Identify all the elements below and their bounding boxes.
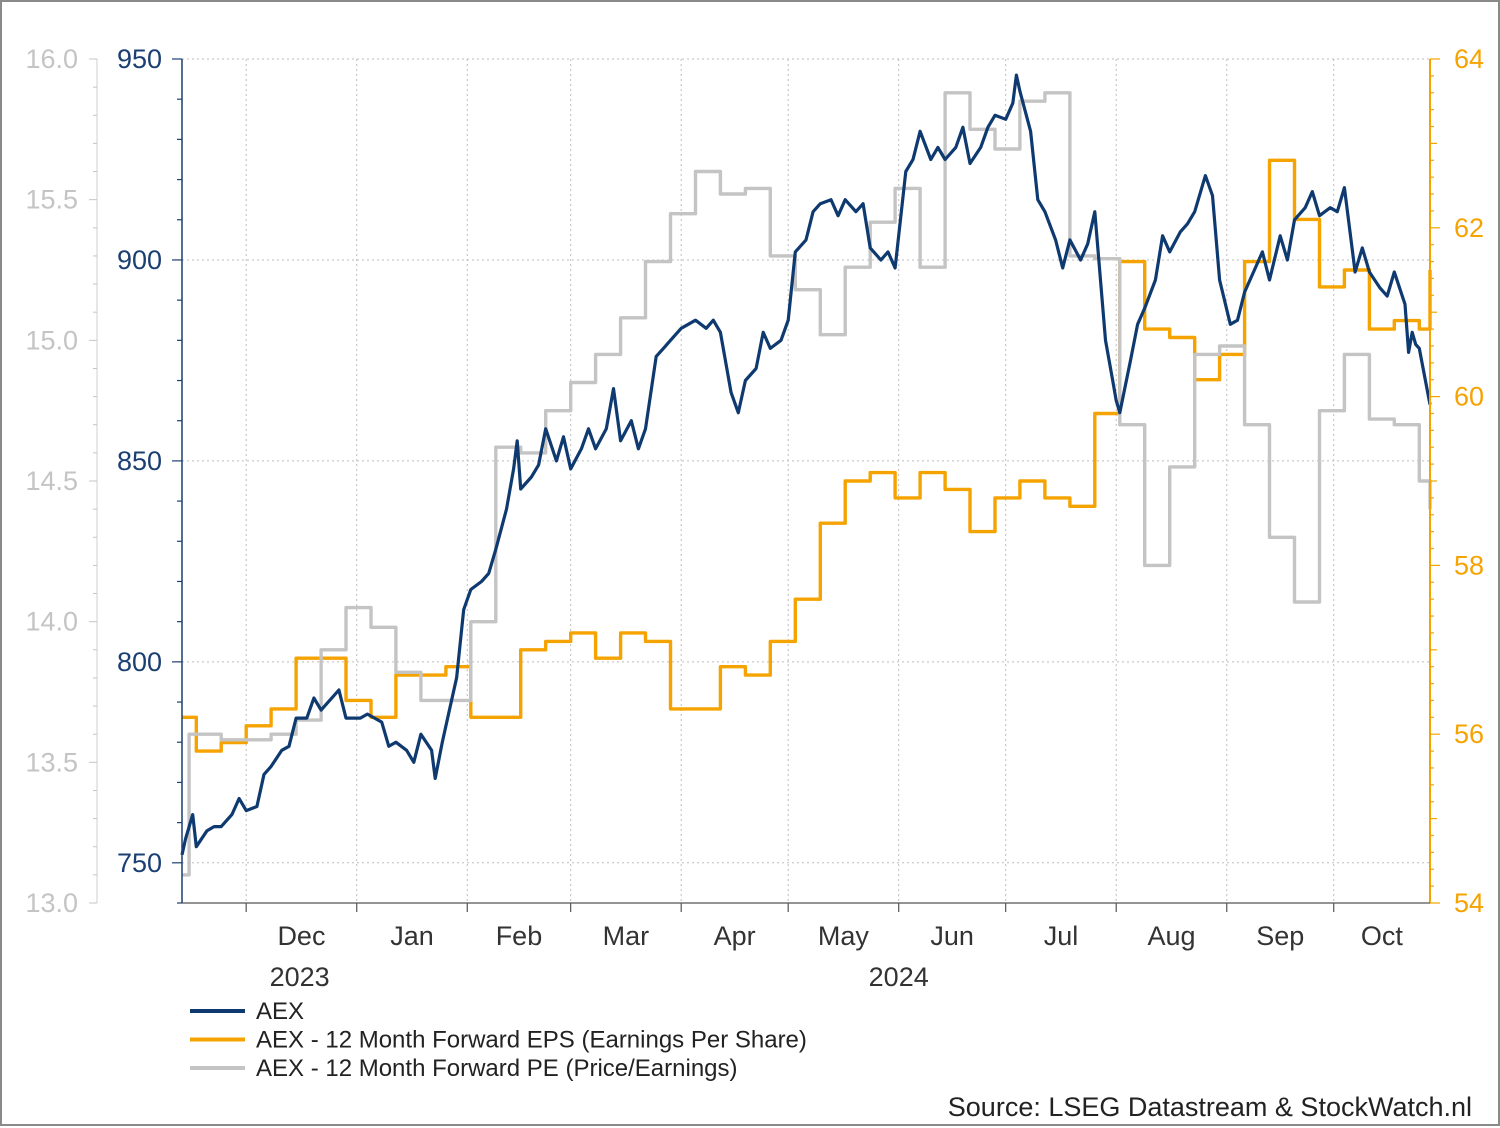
pe-tick-label: 16.0: [25, 44, 78, 74]
x-year-label: 2024: [869, 962, 929, 992]
aex-tick-label: 750: [117, 848, 162, 878]
x-month-label: Aug: [1147, 921, 1195, 951]
series-line-forward-eps: [182, 158, 1432, 753]
pe-tick-label: 13.5: [25, 747, 78, 777]
pe-tick-label: 14.0: [25, 607, 78, 637]
legend-label: AEX - 12 Month Forward EPS (Earnings Per…: [256, 1027, 807, 1054]
eps-tick-label: 62: [1454, 213, 1484, 243]
x-month-label: Mar: [603, 921, 650, 951]
eps-tick-label: 58: [1454, 550, 1484, 580]
x-year-label: 2023: [270, 962, 330, 992]
eps-tick-label: 60: [1454, 382, 1484, 412]
pe-tick-label: 14.5: [25, 466, 78, 496]
eps-tick-label: 64: [1454, 44, 1484, 74]
series-line-forward-pe: [182, 91, 1432, 877]
x-month-label: Sep: [1256, 921, 1304, 951]
x-month-label: Feb: [496, 921, 543, 951]
aex-tick-label: 850: [117, 446, 162, 476]
pe-tick-label: 15.0: [25, 325, 78, 355]
eps-tick-label: 54: [1454, 888, 1484, 918]
axes: 750 800 850 900 950 13.0 13.5 14.0 14.5 15.0 15.5 1…: [25, 44, 1484, 992]
eps-tick-label: 56: [1454, 719, 1484, 749]
x-month-label: Oct: [1361, 921, 1404, 951]
series-line-aex: [180, 73, 1432, 856]
x-month-label: Jan: [390, 921, 434, 951]
legend-label: AEX - 12 Month Forward PE (Price/Earning…: [256, 1055, 738, 1082]
x-month-label: Jul: [1044, 921, 1079, 951]
legend-label: AEX: [256, 998, 304, 1025]
x-month-label: Apr: [714, 921, 756, 951]
aex-tick-label: 950: [117, 44, 162, 74]
series-lines: [180, 73, 1432, 877]
aex-tick-label: 800: [117, 647, 162, 677]
aex-tick-label: 900: [117, 245, 162, 275]
gridlines: [182, 58, 1430, 903]
x-month-label: Dec: [277, 921, 325, 951]
pe-tick-label: 15.5: [25, 185, 78, 215]
x-month-label: Jun: [930, 921, 974, 951]
pe-tick-label: 13.0: [25, 888, 78, 918]
source-label: Source: LSEG Datastream & StockWatch.nl: [948, 1092, 1472, 1122]
x-month-label: May: [818, 921, 870, 951]
